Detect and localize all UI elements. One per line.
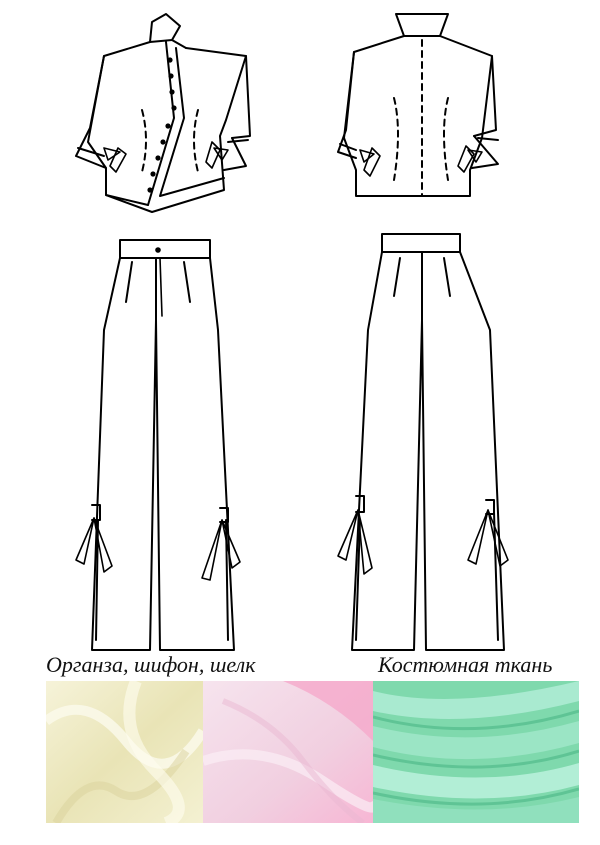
- trousers-front-bows: [75, 517, 241, 581]
- trousers-back-bows: [337, 509, 509, 575]
- blouse-front-buttons: [147, 57, 177, 193]
- blouse-back: [337, 13, 499, 197]
- blouse-front-bows: [103, 141, 229, 173]
- pink-chiffon-swatch: [203, 681, 373, 823]
- light-fabrics-label: Органза, шифон, шелк: [46, 652, 256, 677]
- cream-organza-swatch: [46, 681, 203, 823]
- trousers-front: [91, 239, 235, 651]
- blouse-back-bows: [359, 145, 483, 177]
- trousers-back: [351, 233, 505, 651]
- suit-fabric-label: Костюмная ткань: [378, 652, 553, 677]
- blouse-back-darts: [393, 39, 449, 197]
- blouse-front: [75, 13, 251, 213]
- technical-sketch: [75, 13, 509, 651]
- blouse-front-darts: [141, 109, 199, 173]
- mint-suiting-swatch: [373, 681, 579, 823]
- trousers-front-button: [155, 247, 161, 253]
